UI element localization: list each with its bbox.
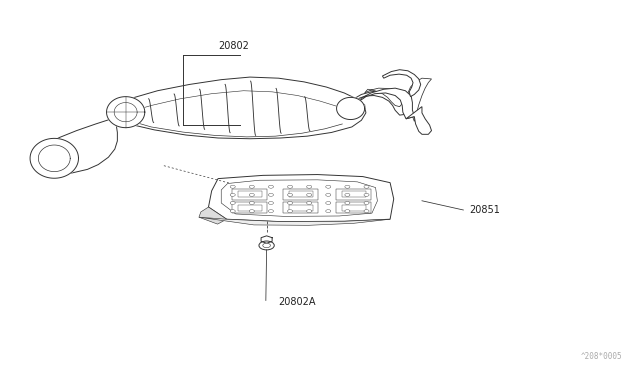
Circle shape xyxy=(287,185,292,188)
Polygon shape xyxy=(199,217,390,225)
Text: 20851: 20851 xyxy=(470,205,500,215)
Polygon shape xyxy=(109,77,366,139)
Circle shape xyxy=(326,193,331,196)
Circle shape xyxy=(249,202,254,205)
Polygon shape xyxy=(337,97,365,119)
Polygon shape xyxy=(261,236,272,243)
Polygon shape xyxy=(199,207,227,224)
Polygon shape xyxy=(32,105,117,173)
Polygon shape xyxy=(406,107,431,134)
Polygon shape xyxy=(352,91,408,115)
Circle shape xyxy=(364,185,369,188)
Circle shape xyxy=(345,210,350,212)
Polygon shape xyxy=(106,97,145,128)
Polygon shape xyxy=(232,202,268,214)
Circle shape xyxy=(230,185,236,188)
Circle shape xyxy=(268,202,273,205)
Polygon shape xyxy=(360,88,414,119)
Polygon shape xyxy=(336,202,371,214)
Circle shape xyxy=(326,202,331,205)
Polygon shape xyxy=(284,202,319,214)
Circle shape xyxy=(307,210,312,212)
Circle shape xyxy=(249,193,254,196)
Circle shape xyxy=(268,185,273,188)
Circle shape xyxy=(364,202,369,205)
Circle shape xyxy=(307,202,312,205)
Polygon shape xyxy=(232,189,268,200)
Polygon shape xyxy=(209,174,394,222)
Circle shape xyxy=(259,241,275,250)
Circle shape xyxy=(326,185,331,188)
Circle shape xyxy=(268,193,273,196)
Circle shape xyxy=(230,193,236,196)
Circle shape xyxy=(230,202,236,205)
Polygon shape xyxy=(237,205,262,211)
Polygon shape xyxy=(289,205,313,211)
Circle shape xyxy=(287,193,292,196)
Polygon shape xyxy=(221,180,378,217)
Circle shape xyxy=(364,210,369,212)
Circle shape xyxy=(230,210,236,212)
Circle shape xyxy=(249,185,254,188)
Circle shape xyxy=(249,210,254,212)
Polygon shape xyxy=(30,138,79,178)
Circle shape xyxy=(364,193,369,196)
Polygon shape xyxy=(336,189,371,200)
Text: 20802A: 20802A xyxy=(278,297,316,307)
Circle shape xyxy=(307,193,312,196)
Circle shape xyxy=(287,210,292,212)
Polygon shape xyxy=(365,78,431,121)
Circle shape xyxy=(268,210,273,212)
Text: 20802: 20802 xyxy=(218,41,250,51)
Circle shape xyxy=(345,193,350,196)
Circle shape xyxy=(345,202,350,205)
Circle shape xyxy=(307,185,312,188)
Polygon shape xyxy=(342,205,366,211)
Polygon shape xyxy=(383,70,420,97)
Text: ^208*0005: ^208*0005 xyxy=(581,352,623,361)
Polygon shape xyxy=(342,191,366,198)
Circle shape xyxy=(345,185,350,188)
Polygon shape xyxy=(284,189,319,200)
Polygon shape xyxy=(237,191,262,198)
Circle shape xyxy=(263,243,271,248)
Circle shape xyxy=(326,210,331,212)
Polygon shape xyxy=(289,191,313,198)
Circle shape xyxy=(287,202,292,205)
